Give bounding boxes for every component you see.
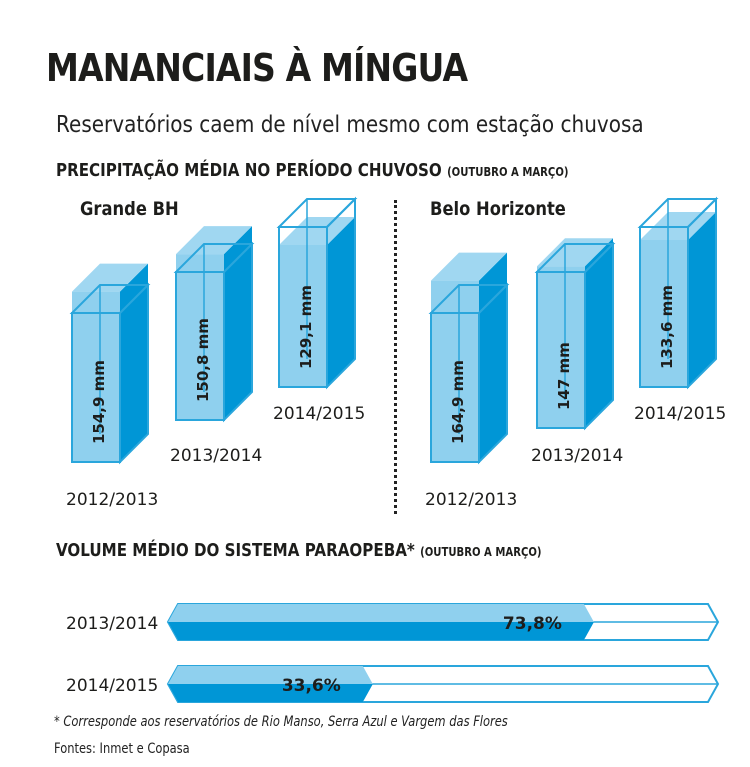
belo-horizonte-chart-title: Belo Horizonte (430, 198, 566, 220)
volume-section-note: (OUTUBRO A MARÇO) (420, 545, 542, 559)
volume-category-label: 2014/2015 (66, 676, 158, 696)
volume-section-heading: VOLUME MÉDIO DO SISTEMA PARAOPEBA* (56, 540, 415, 561)
precipitation-section-note: (OUTUBRO A MARÇO) (447, 165, 569, 179)
bar-fill-side (585, 238, 613, 428)
bar-fill-front (72, 291, 120, 462)
bar-2: 133,6 mm 2014/2015 (634, 196, 726, 424)
volume-bars: 73,8% 2013/2014 33,6% 2014/2015 (66, 603, 720, 703)
bar-outline-top (276, 198, 358, 228)
precipitation-section-heading: PRECIPITAÇÃO MÉDIA NO PERÍODO CHUVOSO (56, 160, 442, 181)
bar-outline-top (69, 284, 151, 314)
bar-outline-top (428, 284, 510, 314)
bar-fill-side (327, 216, 355, 387)
volume-section-title: VOLUME MÉDIO DO SISTEMA PARAOPEBA* (OUTU… (56, 540, 542, 561)
volume-bar-1: 33,6% 2014/2015 (66, 665, 720, 703)
sources-note: Fontes: Inmet e Copasa (54, 741, 190, 757)
bar-outline-top (637, 198, 719, 228)
infographic-title: MANANCIAIS À MÍNGUA (46, 46, 468, 90)
grande-bh-bars: 154,9 mm 2012/2013 150,8 mm 2013/2014 129,1 … (66, 196, 365, 510)
volume-category-label: 2013/2014 (66, 614, 158, 634)
bar-fill-surface (176, 226, 252, 255)
bar-category-label: 2014/2015 (634, 404, 726, 424)
bar-outline-top (534, 243, 616, 273)
grande-bh-chart-title: Grande BH (80, 198, 179, 220)
bar-2: 129,1 mm 2014/2015 (273, 196, 365, 424)
volume-bar-fill (168, 684, 373, 702)
bar-fill-surface (431, 252, 507, 281)
bar-fill-front (537, 266, 585, 428)
bar-fill-side (224, 226, 252, 420)
bar-fill-surface (72, 263, 148, 292)
bar-fill-front (176, 254, 224, 420)
bar-1: 147 mm 2013/2014 (531, 238, 623, 466)
bar-value-label: 147 mm (555, 342, 573, 410)
belo-horizonte-bars: 164,9 mm 2012/2013 147 mm 2013/2014 133,6 mm… (425, 196, 726, 510)
bar-value-label: 164,9 mm (449, 360, 467, 444)
bar-category-label: 2014/2015 (273, 404, 365, 424)
chart-divider (394, 200, 397, 514)
infographic-subtitle: Reservatórios caem de nível mesmo com es… (56, 112, 644, 138)
bar-fill-side (120, 263, 148, 462)
bar-fill-surface (279, 216, 355, 245)
bar-value-label: 129,1 mm (297, 285, 315, 369)
bar-fill-side (688, 212, 716, 387)
bar-0: 154,9 mm 2012/2013 (66, 263, 158, 510)
bar-fill-surface (537, 238, 613, 267)
volume-bar-0: 73,8% 2013/2014 (66, 603, 720, 641)
bar-0: 164,9 mm 2012/2013 (425, 252, 517, 510)
volume-value-label: 73,8% (503, 614, 562, 634)
bar-value-label: 154,9 mm (90, 360, 108, 444)
bar-value-label: 133,6 mm (658, 285, 676, 369)
bar-category-label: 2012/2013 (66, 490, 158, 510)
bar-1: 150,8 mm 2013/2014 (170, 226, 262, 466)
volume-bar-fill (168, 622, 594, 640)
bar-category-label: 2012/2013 (425, 490, 517, 510)
precipitation-section-title: PRECIPITAÇÃO MÉDIA NO PERÍODO CHUVOSO (O… (56, 160, 569, 181)
bar-fill-front (279, 244, 327, 387)
bar-value-label: 150,8 mm (194, 318, 212, 402)
volume-value-label: 33,6% (282, 676, 341, 696)
bar-fill-front (431, 280, 479, 462)
bar-category-label: 2013/2014 (531, 446, 623, 466)
bar-outline-top (173, 243, 255, 273)
footnote: * Corresponde aos reservatórios de Rio M… (54, 714, 508, 730)
bar-fill-front (640, 240, 688, 387)
bar-category-label: 2013/2014 (170, 446, 262, 466)
